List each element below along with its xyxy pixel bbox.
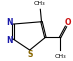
Text: N: N [6, 36, 12, 45]
Text: S: S [27, 50, 32, 59]
Text: CH₃: CH₃ [54, 54, 66, 59]
Text: O: O [64, 18, 71, 27]
Text: N: N [6, 18, 12, 27]
Text: CH₃: CH₃ [34, 1, 46, 6]
